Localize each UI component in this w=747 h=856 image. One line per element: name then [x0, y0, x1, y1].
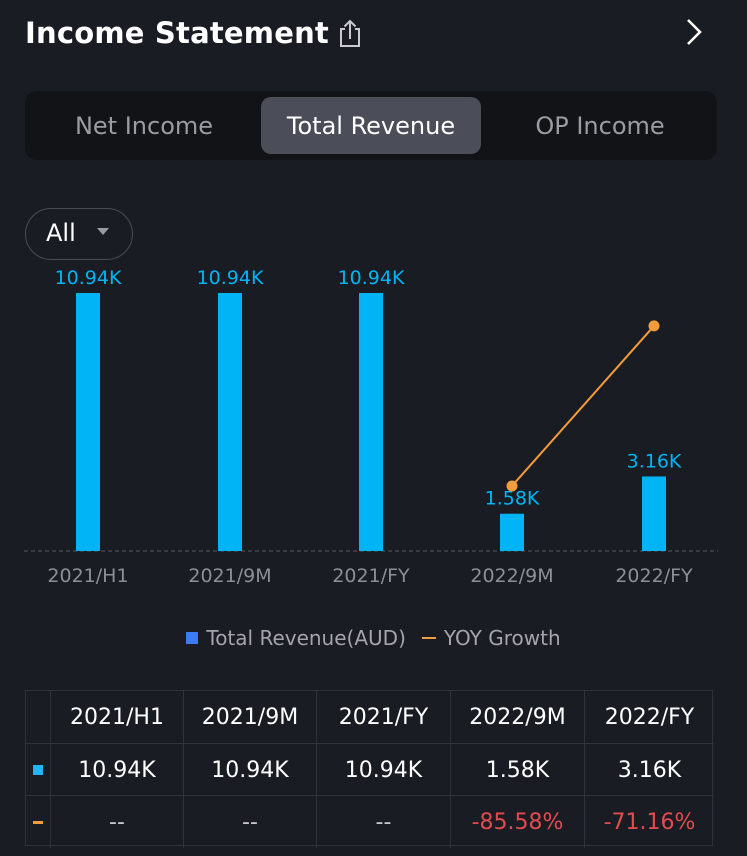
x-tick-label: 2021/FY: [332, 565, 410, 587]
chevron-right-icon: [687, 19, 702, 45]
revenue-row-marker: [26, 744, 50, 796]
data-table: 2021/H1 2021/9M 2021/FY 2022/9M 2022/FY …: [25, 690, 714, 848]
legend-revenue-label: Total Revenue(AUD): [206, 626, 406, 650]
bar-marker-icon: [33, 765, 43, 775]
growth-point: [506, 480, 518, 492]
table-row: 10.94K 10.94K 10.94K 1.58K 3.16K: [26, 743, 714, 796]
bar-value-label: 3.16K: [627, 450, 682, 472]
chart-legend: Total Revenue(AUD) YOY Growth: [0, 622, 747, 654]
bar-value-label: 10.94K: [197, 267, 264, 289]
revenue-chart: 10.94K 10.94K 10.94K 1.58K 3.16K 2021/H1 2021/…: [24, 267, 718, 587]
marker-header-cell: [26, 691, 50, 743]
table-row: -- -- -- -85.58% -71.16%: [26, 795, 714, 848]
revenue-bar: [76, 293, 100, 551]
line-marker-icon: [33, 820, 43, 824]
tab-total-revenue[interactable]: Total Revenue: [261, 97, 481, 154]
table-cell: 3.16K: [584, 744, 714, 796]
table-cell: 10.94K: [316, 744, 450, 796]
table-cell: -85.58%: [450, 796, 584, 848]
bar-value-label: 1.58K: [485, 488, 540, 510]
column-header: 2022/9M: [450, 691, 584, 743]
period-value: All: [46, 219, 76, 247]
next-button[interactable]: [676, 14, 712, 50]
legend-growth-label: YOY Growth: [443, 626, 561, 650]
x-tick-label: 2022/9M: [470, 565, 553, 587]
bar-value-label: 10.94K: [55, 267, 122, 289]
bar-value-label: 10.94K: [338, 267, 405, 289]
revenue-bar: [218, 293, 242, 551]
revenue-bar: [642, 476, 666, 551]
table-cell: --: [50, 796, 183, 848]
table-cell: 10.94K: [183, 744, 316, 796]
header: Income Statement: [0, 0, 747, 72]
table-cell: --: [183, 796, 316, 848]
page-title: Income Statement: [25, 16, 329, 50]
metric-tabs: Net Income Total Revenue OP Income: [25, 91, 717, 160]
x-tick-label: 2021/9M: [188, 565, 271, 587]
table-cell: -71.16%: [584, 796, 714, 848]
column-header: 2021/9M: [183, 691, 316, 743]
growth-row-marker: [26, 796, 50, 848]
column-header: 2021/FY: [316, 691, 450, 743]
revenue-bar: [359, 293, 383, 551]
column-header: 2021/H1: [50, 691, 183, 743]
tab-net-income[interactable]: Net Income: [74, 111, 214, 140]
growth-line: [511, 325, 655, 487]
share-button[interactable]: [335, 17, 365, 49]
table-header-row: 2021/H1 2021/9M 2021/FY 2022/9M 2022/FY: [26, 691, 714, 743]
growth-point: [648, 320, 660, 332]
share-icon: [340, 19, 360, 47]
legend-bar-marker: [186, 632, 199, 644]
table-cell: 10.94K: [50, 744, 183, 796]
legend-line-marker: [421, 637, 436, 639]
column-header: 2022/FY: [584, 691, 714, 743]
revenue-bar: [500, 513, 524, 551]
period-dropdown[interactable]: All: [25, 208, 133, 260]
tab-op-income[interactable]: OP Income: [535, 111, 665, 140]
x-tick-label: 2021/H1: [47, 565, 128, 587]
x-tick-label: 2022/FY: [615, 565, 693, 587]
table-cell: 1.58K: [450, 744, 584, 796]
caret-down-icon: [97, 228, 109, 235]
table-cell: --: [316, 796, 450, 848]
